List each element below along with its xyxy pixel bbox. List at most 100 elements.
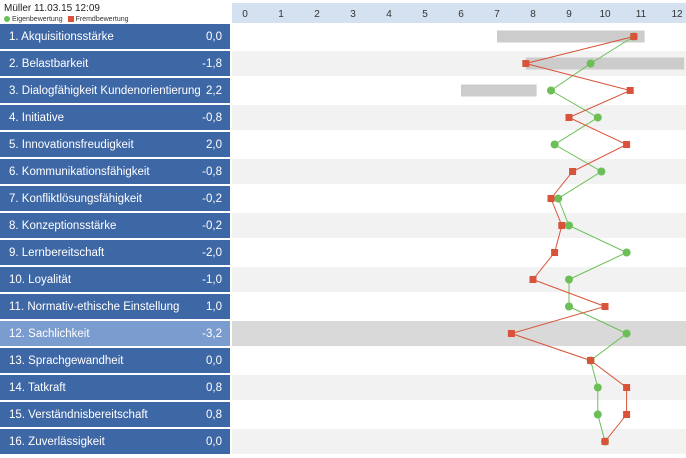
self-rating-point: [565, 302, 573, 311]
self-rating-point: [565, 275, 573, 284]
range-bar: [525, 57, 685, 70]
x-tick-label: 3: [350, 9, 356, 20]
criterion-difference: 2,0: [206, 139, 222, 151]
grid-row-band: [232, 132, 686, 157]
criterion-label: 11. Normativ-ethische Einstellung: [9, 301, 180, 313]
criterion-row[interactable]: 15. Verständnisbereitschaft 0,8: [0, 402, 230, 429]
criterion-label: 7. Konfliktlösungsfähigkeit: [9, 193, 142, 205]
other-rating-point: [551, 249, 559, 256]
self-rating-point: [547, 86, 555, 95]
legend-self-marker-icon: [4, 16, 10, 23]
criterion-row[interactable]: 2. Belastbarkeit -1,8: [0, 51, 230, 78]
criterion-difference: 0,0: [206, 355, 222, 367]
criterion-label: 12. Sachlichkeit: [9, 328, 90, 340]
criteria-list: 1. Akquisitionsstärke 0,0 2. Belastbarkeit…: [0, 24, 230, 456]
report-title: Müller 11.03.15 12:09: [4, 3, 100, 14]
other-rating-point: [587, 357, 595, 364]
criterion-difference: 1,0: [206, 301, 222, 313]
other-rating-point: [623, 411, 631, 418]
self-rating-point: [593, 383, 602, 392]
criterion-row[interactable]: 3. Dialogfähigkeit Kundenorientierung 2,2: [0, 78, 230, 105]
grid-row-band: [232, 321, 686, 346]
other-rating-point: [558, 222, 566, 229]
grid-row-band: [232, 105, 686, 130]
criterion-difference: -0,8: [202, 166, 222, 178]
x-tick-label: 9: [566, 9, 572, 20]
criterion-difference: -0,2: [202, 220, 222, 232]
x-tick-label: 6: [458, 9, 464, 20]
legend: Eigenbewertung Fremdbewertung: [4, 15, 230, 24]
other-rating-point: [529, 276, 537, 283]
criterion-row[interactable]: 7. Konfliktlösungsfähigkeit -0,2: [0, 186, 230, 213]
criterion-difference: 0,8: [206, 409, 222, 421]
x-tick-label: 7: [494, 9, 500, 20]
criterion-difference: -0,2: [202, 193, 222, 205]
criterion-row[interactable]: 12. Sachlichkeit -3,2: [0, 321, 230, 348]
other-rating-point: [623, 384, 631, 391]
criterion-row[interactable]: 13. Sprachgewandheit 0,0: [0, 348, 230, 375]
grid-row-band: [232, 159, 686, 184]
criterion-label: 14. Tatkraft: [9, 382, 66, 394]
criterion-row[interactable]: 6. Kommunikationsfähigkeit -0,8: [0, 159, 230, 186]
criterion-row[interactable]: 9. Lernbereitschaft -2,0: [0, 240, 230, 267]
range-bar: [461, 84, 537, 97]
criterion-difference: -0,8: [202, 112, 222, 124]
other-rating-point: [630, 33, 638, 40]
range-bar: [497, 30, 645, 43]
grid-row-band: [232, 240, 686, 265]
grid-row-band: [232, 213, 686, 238]
criterion-label: 2. Belastbarkeit: [9, 58, 89, 70]
self-rating-point: [622, 329, 631, 338]
other-rating-point: [601, 303, 609, 310]
grid-row-band: [232, 186, 686, 211]
grid-row-band: [232, 429, 686, 454]
criterion-label: 16. Zuverlässigkeit: [9, 436, 105, 448]
criterion-difference: 0,0: [206, 31, 222, 43]
x-tick-label: 0: [242, 9, 248, 20]
criterion-label: 15. Verständnisbereitschaft: [9, 409, 148, 421]
grid-row-band: [232, 402, 686, 427]
x-tick-label: 1: [278, 9, 284, 20]
other-rating-line: [509, 36, 634, 442]
criterion-difference: -1,8: [202, 58, 222, 70]
self-rating-point: [565, 221, 573, 230]
x-tick-label: 8: [530, 9, 536, 20]
criterion-row[interactable]: 16. Zuverlässigkeit 0,0: [0, 429, 230, 456]
self-rating-point: [550, 140, 559, 149]
other-rating-point: [565, 114, 573, 121]
legend-other-marker-icon: [67, 16, 74, 23]
grid-row-band: [232, 375, 686, 400]
x-tick-label: 10: [599, 9, 611, 20]
criterion-row[interactable]: 5. Innovationsfreudigkeit 2,0: [0, 132, 230, 159]
criterion-label: 8. Konzeptionsstärke: [9, 220, 117, 232]
criterion-row[interactable]: 10. Loyalität -1,0: [0, 267, 230, 294]
criterion-difference: 2,2: [206, 85, 222, 97]
self-rating-point: [622, 248, 631, 257]
other-rating-point: [507, 330, 515, 337]
criterion-label: 3. Dialogfähigkeit Kundenorientierung: [9, 85, 201, 97]
other-rating-point: [547, 195, 555, 202]
x-tick-label: 11: [636, 9, 647, 20]
grid-row-band: [232, 78, 686, 103]
criterion-difference: -3,2: [202, 328, 222, 340]
criterion-row[interactable]: 4. Initiative -0,8: [0, 105, 230, 132]
criterion-difference: 0,0: [206, 436, 222, 448]
criterion-label: 1. Akquisitionsstärke: [9, 31, 114, 43]
criterion-label: 10. Loyalität: [9, 274, 72, 286]
legend-other-label: Fremdbewertung: [75, 16, 129, 23]
x-tick-label: 12: [671, 9, 683, 20]
other-rating-point: [601, 438, 609, 445]
self-rating-point: [593, 410, 602, 419]
criterion-row[interactable]: 11. Normativ-ethische Einstellung 1,0: [0, 294, 230, 321]
criterion-row[interactable]: 1. Akquisitionsstärke 0,0: [0, 24, 230, 51]
criterion-row[interactable]: 14. Tatkraft 0,8: [0, 375, 230, 402]
self-rating-point: [593, 113, 602, 122]
other-rating-point: [623, 141, 631, 148]
criterion-row[interactable]: 8. Konzeptionsstärke -0,2: [0, 213, 230, 240]
other-rating-point: [522, 60, 530, 67]
criterion-label: 13. Sprachgewandheit: [9, 355, 124, 367]
grid-row-band: [232, 267, 686, 292]
criterion-label: 5. Innovationsfreudigkeit: [9, 139, 134, 151]
grid-row-band: [232, 294, 686, 319]
